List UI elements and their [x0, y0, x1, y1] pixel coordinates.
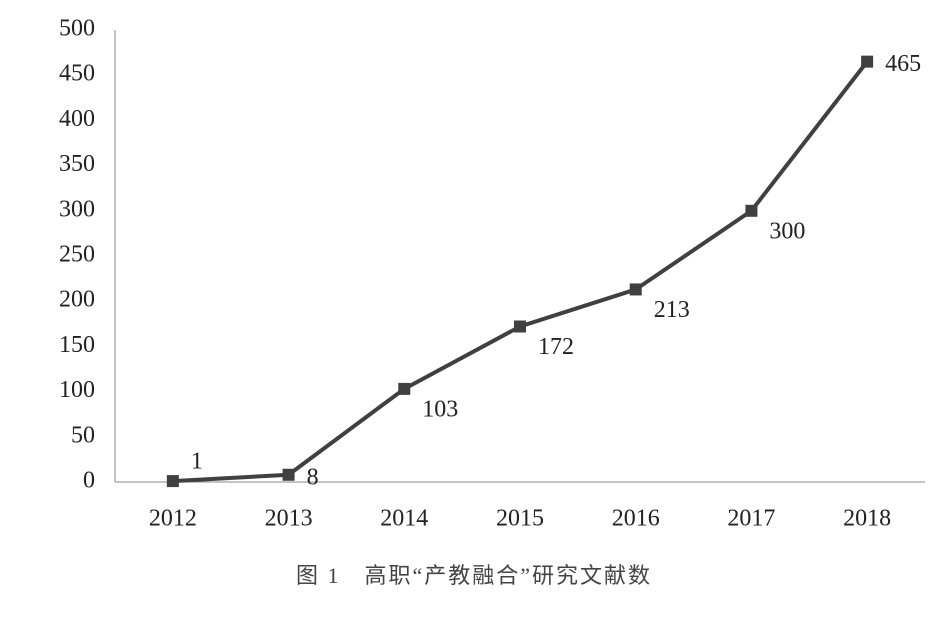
- x-tick-label: 2015: [496, 506, 544, 532]
- x-tick-label: 2012: [149, 506, 197, 532]
- marker: [166, 475, 179, 488]
- data-label: 213: [654, 297, 690, 323]
- marker: [861, 55, 874, 68]
- chart-title: 图 1 高职“产教融合”研究文献数: [296, 563, 652, 588]
- y-tick-label: 50: [71, 422, 95, 448]
- y-tick-label: 250: [59, 242, 95, 268]
- data-label: 300: [769, 218, 805, 244]
- marker: [745, 204, 758, 217]
- data-label: 465: [885, 51, 921, 77]
- x-tick-label: 2016: [612, 506, 660, 532]
- y-tick-label: 100: [59, 377, 95, 403]
- line: [172, 60, 869, 484]
- marker: [629, 283, 642, 296]
- marker: [514, 320, 526, 333]
- data-label: 1: [191, 449, 203, 475]
- y-tick-label: 0: [83, 468, 95, 494]
- y-tick-label: 200: [59, 287, 95, 313]
- y-tick-label: 450: [59, 61, 95, 87]
- x-tick-label: 2017: [727, 506, 775, 532]
- y-tick-label: 300: [59, 196, 95, 222]
- x-tick-label: 2014: [380, 506, 428, 532]
- y-tick-label: 150: [59, 332, 95, 358]
- marker: [282, 468, 295, 481]
- data-label: 103: [422, 396, 458, 422]
- x-tick-label: 2013: [265, 506, 313, 532]
- y-tick-label: 400: [59, 106, 95, 132]
- marker: [398, 382, 411, 395]
- y-tick-label: 350: [59, 151, 95, 177]
- data-label: 8: [307, 464, 319, 490]
- x-tick-label: 2018: [843, 506, 891, 532]
- y-tick-label: 500: [59, 16, 95, 42]
- data-label: 172: [538, 334, 574, 360]
